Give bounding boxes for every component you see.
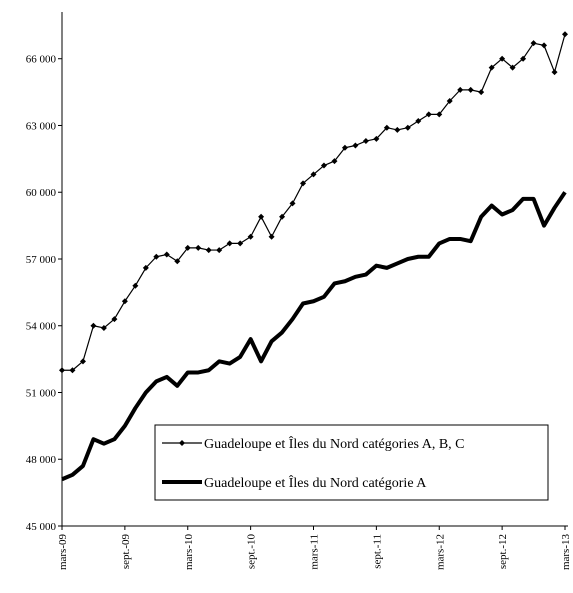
- legend-box: [154, 424, 549, 501]
- y-tick-label: 51 000: [26, 387, 57, 399]
- marker: [520, 55, 527, 62]
- marker: [247, 233, 254, 240]
- marker: [457, 86, 464, 93]
- marker: [394, 126, 401, 133]
- marker: [289, 200, 296, 207]
- marker: [415, 118, 422, 125]
- x-tick-label: sept.-12: [497, 534, 509, 569]
- x-tick-label: sept.-11: [371, 534, 383, 569]
- marker: [551, 69, 558, 76]
- y-tick-label: 45 000: [26, 521, 57, 533]
- marker: [562, 31, 568, 38]
- marker: [320, 162, 327, 169]
- legend-marker: [179, 440, 185, 446]
- marker: [425, 111, 432, 118]
- marker: [341, 144, 348, 151]
- marker: [111, 316, 118, 323]
- marker: [69, 367, 76, 374]
- marker: [132, 282, 139, 289]
- marker: [195, 244, 202, 251]
- marker: [153, 253, 160, 260]
- marker: [121, 298, 128, 305]
- marker: [499, 55, 506, 62]
- marker: [436, 111, 443, 118]
- marker: [216, 247, 223, 254]
- y-tick-label: 63 000: [26, 120, 57, 132]
- x-tick-label: mars-09: [57, 534, 69, 571]
- x-tick-label: mars-13: [560, 534, 572, 571]
- y-tick-label: 60 000: [26, 187, 57, 199]
- marker: [488, 64, 495, 71]
- marker: [59, 367, 65, 374]
- marker: [446, 98, 453, 105]
- marker: [237, 240, 244, 247]
- marker: [100, 324, 107, 331]
- marker: [174, 258, 181, 265]
- x-tick-label: mars-11: [309, 534, 321, 570]
- marker: [352, 142, 359, 149]
- marker: [142, 264, 149, 271]
- marker: [79, 358, 86, 365]
- marker: [541, 42, 548, 49]
- y-tick-label: 66 000: [26, 54, 57, 66]
- marker: [509, 64, 516, 71]
- marker: [226, 240, 233, 247]
- marker: [478, 89, 485, 96]
- marker: [373, 135, 380, 142]
- legend-label: Guadeloupe et Îles du Nord catégorie A: [204, 474, 427, 491]
- marker: [310, 171, 317, 178]
- series-line: [62, 34, 566, 371]
- x-tick-label: mars-12: [434, 534, 446, 570]
- marker: [300, 180, 307, 187]
- marker: [279, 213, 286, 220]
- marker: [90, 322, 97, 329]
- y-tick-label: 54 000: [26, 321, 57, 333]
- marker: [205, 247, 212, 254]
- y-tick-label: 48 000: [26, 454, 57, 466]
- marker: [467, 86, 474, 93]
- marker: [163, 251, 170, 258]
- marker: [268, 233, 275, 240]
- y-tick-label: 57 000: [26, 254, 57, 266]
- series-line: [61, 191, 567, 482]
- x-tick-label: mars-10: [183, 534, 195, 571]
- marker: [404, 124, 411, 131]
- marker: [331, 158, 338, 165]
- legend-label: Guadeloupe et Îles du Nord catégories A,…: [204, 435, 465, 452]
- x-tick-label: sept.-09: [120, 534, 132, 570]
- marker: [383, 124, 390, 131]
- marker: [530, 40, 537, 47]
- marker: [362, 138, 369, 145]
- marker: [258, 213, 265, 220]
- x-tick-label: sept.-10: [246, 534, 258, 570]
- marker: [184, 244, 191, 251]
